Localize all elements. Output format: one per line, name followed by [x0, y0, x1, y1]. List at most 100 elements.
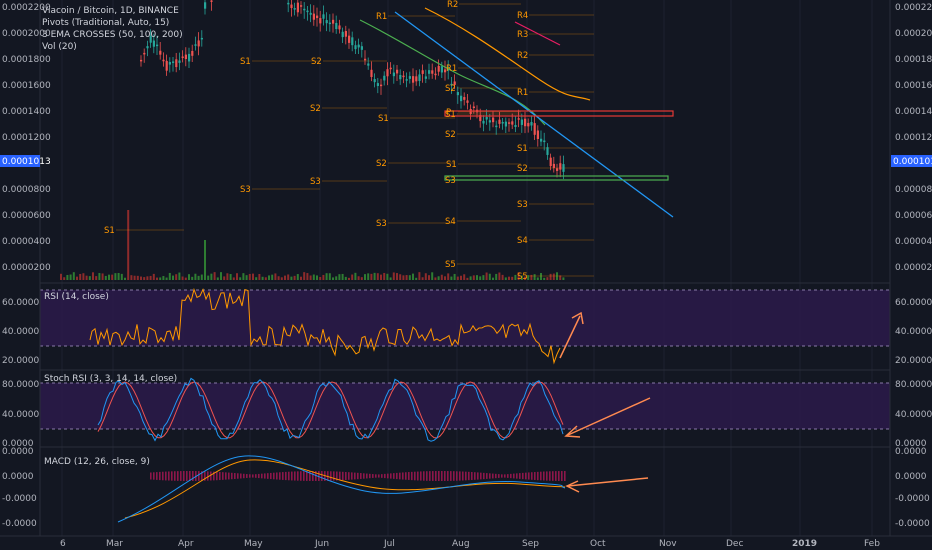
volume-bar [127, 210, 130, 280]
volume-bar [338, 274, 341, 280]
ema-indicator-label[interactable]: 3 EMA CROSSES (50, 100, 200) [42, 30, 183, 40]
ema-100-line [424, 7, 591, 101]
volume-bar [261, 276, 264, 280]
price-tick: 0.0000600 [2, 211, 51, 221]
volume-bar [508, 276, 510, 280]
volume-bar [69, 274, 72, 280]
candle-body [527, 122, 530, 127]
macd-histogram-bar [282, 472, 284, 480]
macd-tick: -0.0000 [895, 494, 930, 504]
candle-body [194, 44, 197, 46]
volume-bar [146, 276, 149, 280]
macd-histogram-bar [456, 471, 458, 481]
volume-bar [524, 276, 526, 280]
pivot-label: R2 [517, 51, 528, 61]
macd-histogram-bar [312, 471, 314, 481]
volume-bar [520, 275, 523, 280]
candle-body [316, 15, 319, 19]
macd-histogram-bar [345, 471, 347, 481]
price-pane[interactable]: S1 S1 S2 S2 S1 S3 S1 S3 S2 R2 R1 S4 R4 R3 R2 R1 S5 S1 S2 S3… [60, 0, 674, 282]
volume-bar [98, 273, 101, 280]
macd-histogram-bar [465, 471, 467, 481]
volume-bar [546, 277, 549, 280]
pivot-label: S3 [240, 185, 251, 195]
macd-histogram-bar [342, 471, 344, 481]
rsi-title[interactable]: RSI (14, close) [44, 292, 109, 302]
volume-bar [152, 273, 155, 280]
time-tick: Sep [522, 539, 539, 549]
pivot-label: S1 [446, 160, 457, 170]
time-axis[interactable]: 6 Mar Apr May Jun Jul Aug Sep Oct Nov De… [60, 539, 880, 549]
volume-bar [348, 277, 350, 280]
candle-body [540, 138, 543, 142]
candle-body [530, 122, 533, 126]
macd-histogram-bar [435, 471, 437, 481]
candle-body [533, 123, 536, 135]
macd-histogram-bar [561, 471, 563, 481]
volume-bar [344, 276, 347, 280]
volume-bar [405, 275, 408, 280]
volume-bar [559, 275, 562, 280]
macd-histogram-bar [387, 473, 389, 479]
stoch-tick: 0.0000 [2, 439, 34, 449]
volume-bar [296, 274, 299, 280]
volume-bar [120, 273, 123, 280]
price-tick: 0.0002200 [895, 3, 932, 13]
candle-body [319, 18, 322, 24]
macd-histogram-bar [438, 471, 440, 481]
volume-bar [444, 276, 446, 280]
volume-bar [60, 273, 62, 280]
candle-body [482, 120, 485, 124]
pivot-label-group: S1 S1 S2 S2 S1 S3 S1 S3 S2 R2 R1 S4 R4 R3 R2 R1 S5 S1 S2 S3… [104, 0, 528, 282]
candle-body [367, 63, 370, 66]
candle-body [386, 69, 389, 77]
volume-bar [232, 277, 235, 280]
price-axis-left[interactable]: 0.0002200 0.0002000 0.0001800 0.0001600 … [0, 3, 51, 273]
candle-body [428, 70, 431, 74]
macd-histogram-bar [423, 471, 425, 481]
volume-bar [156, 277, 158, 280]
candle-body [300, 5, 303, 7]
macd-histogram-bar [201, 471, 203, 481]
price-tick: 0.0001600 [2, 81, 51, 91]
support-zone[interactable] [444, 175, 669, 181]
macd-histogram-bar [300, 471, 302, 481]
volume-indicator-label[interactable]: Vol (20) [42, 42, 77, 52]
volume-bar [351, 274, 354, 280]
volume-bar [367, 273, 370, 280]
macd-histogram-bar [474, 472, 476, 480]
resistance-zone[interactable] [444, 110, 674, 117]
rsi-tick: 60.0000 [2, 298, 39, 308]
volume-bar [168, 272, 171, 280]
candle-body [520, 119, 523, 125]
volume-bar [543, 277, 546, 280]
stoch-title[interactable]: Stoch RSI (3, 3, 14, 14, close) [44, 374, 177, 384]
macd-histogram-bar [156, 472, 158, 480]
volume-bar [396, 273, 398, 280]
pivots-indicator-label[interactable]: Pivots (Traditional, Auto, 15) [42, 18, 169, 28]
volume-bar [322, 274, 325, 280]
price-tick: 0.0002000 [895, 29, 932, 39]
macd-histogram-bar [204, 471, 206, 481]
current-price-badge-left [0, 155, 40, 167]
volume-bar [242, 273, 245, 280]
macd-histogram-bar [375, 474, 377, 478]
candle-body [143, 52, 146, 55]
stoch-axis: 80.0000 40.0000 0.0000 80.0000 40.0000 0… [2, 380, 932, 449]
macd-histogram-bar [414, 471, 416, 481]
candle-body [357, 44, 360, 48]
price-axis-right[interactable]: 0.0002200 0.0002000 0.0001800 0.0001600 … [891, 3, 932, 273]
candle-body [341, 31, 344, 38]
symbol-title[interactable]: Viacoin / Bitcoin, 1D, BINANCE [42, 6, 179, 16]
candle-body [373, 79, 376, 83]
volume-bar [332, 277, 334, 280]
macd-title[interactable]: MACD (12, 26, close, 9) [44, 457, 150, 467]
macd-histogram-bar [315, 471, 317, 481]
pivot-label: S3 [517, 200, 528, 210]
volume-bar [533, 274, 536, 280]
candle-body [146, 46, 149, 49]
downtrend-line[interactable] [394, 11, 674, 218]
macd-histogram-bar [483, 472, 485, 480]
candle-body [501, 122, 504, 124]
